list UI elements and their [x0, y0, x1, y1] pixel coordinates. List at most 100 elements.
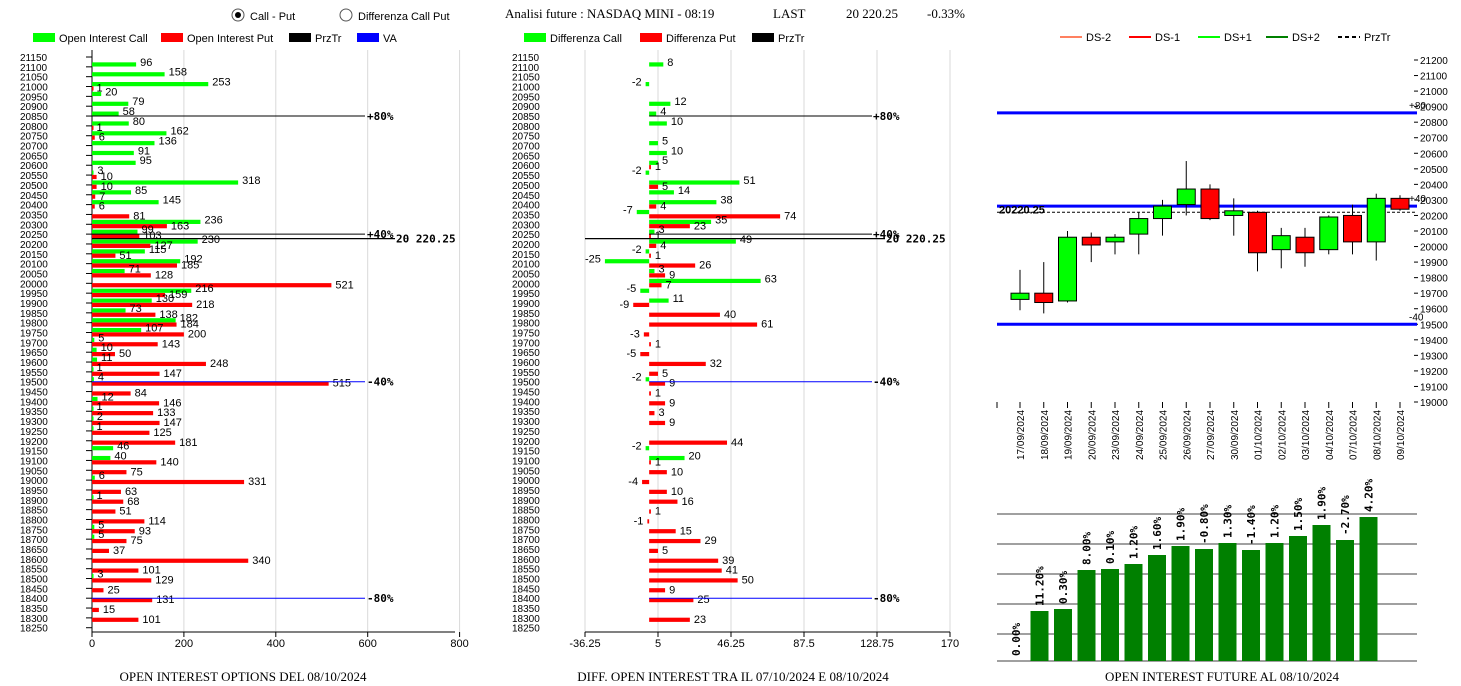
value-label: 3: [658, 407, 664, 419]
value-label: 340: [252, 555, 270, 567]
strike-label: 19100: [20, 456, 48, 467]
value-label: 4: [660, 240, 666, 252]
put-bar: [92, 381, 329, 386]
value-label: 23: [694, 614, 706, 626]
candlestick-chart: DS-2 DS-1 DS+1 DS+2 PrzTr 21200 21100 21000 2090…: [996, 32, 1448, 460]
diff-put-bar: [649, 598, 694, 603]
y-tick-label: 20100: [1420, 227, 1448, 238]
diff-call-bar: [649, 278, 761, 284]
strike-label: 19250: [20, 427, 48, 438]
y-tick-label: 19500: [1420, 320, 1448, 331]
strike-label: 20400: [20, 201, 48, 212]
level-label: -40%: [873, 376, 900, 389]
bar-value-label: 4.20%: [1363, 479, 1376, 512]
diff-put-bar: [649, 381, 666, 386]
value-label: 79: [132, 96, 144, 108]
strike-label: 21100: [512, 63, 540, 74]
put-bar: [92, 548, 110, 553]
level-label: +80%: [367, 110, 394, 123]
put-bar: [92, 411, 154, 416]
value-label: 9: [669, 269, 675, 281]
header-title: Analisi future : NASDAQ MINI - 08:19: [505, 6, 714, 21]
future-oi-bar: [1054, 609, 1072, 661]
value-label: 184: [181, 319, 199, 331]
legend-label: Differenza Put: [666, 33, 736, 45]
date-label: 23/09/2024: [1111, 410, 1122, 460]
strike-label: 18550: [20, 565, 48, 576]
value-label: 1: [96, 421, 102, 433]
bar-value-label: 1.20%: [1128, 526, 1141, 559]
diff-put-bar: [649, 440, 728, 445]
value-label: 1: [655, 230, 661, 242]
radio-differenza[interactable]: Differenza Call Put: [339, 8, 450, 23]
level-label: -40: [1409, 312, 1424, 323]
date-label: 30/09/2024: [1230, 410, 1241, 460]
value-label: 15: [680, 525, 692, 537]
candle-body: [1248, 211, 1267, 254]
strike-label: 18550: [512, 565, 540, 576]
strike-label: 20450: [512, 191, 540, 202]
strike-label: 20500: [512, 181, 540, 192]
put-bar: [92, 568, 139, 573]
diff-put-bar: [649, 411, 655, 416]
value-label: 3: [97, 569, 103, 581]
value-label: 10: [101, 181, 113, 193]
diff-call-bar: [649, 298, 669, 303]
put-bar: [92, 479, 245, 485]
x-tick-label: 800: [450, 638, 468, 650]
strike-label: 20350: [512, 210, 540, 221]
put-bar: [92, 499, 124, 504]
value-label: 10: [671, 116, 683, 128]
value-label: 80: [133, 116, 145, 128]
strike-label: 19300: [20, 417, 48, 428]
strike-label: 18500: [512, 575, 540, 586]
strike-label: 18800: [512, 515, 540, 526]
value-label: 138: [159, 309, 177, 321]
legend-swatch: [33, 33, 55, 42]
put-bar: [92, 470, 127, 475]
value-label: 5: [662, 136, 668, 148]
value-label: 147: [164, 417, 182, 429]
put-bar: [92, 292, 166, 298]
value-label: 4: [660, 201, 666, 213]
candle-body: [1390, 197, 1410, 210]
diff-put-bar: [649, 578, 738, 583]
diff-put-bar: [649, 509, 651, 514]
call-bar: [92, 357, 98, 362]
diff-put-bar: [649, 548, 658, 553]
strike-label: 20800: [20, 122, 48, 133]
value-label: 2: [97, 411, 103, 423]
diff-put-bar: [649, 342, 651, 347]
header-last-value: 20 220.25: [846, 6, 898, 21]
value-label: 99: [141, 224, 153, 236]
value-label: 147: [164, 368, 182, 380]
value-label: 40: [724, 309, 736, 321]
value-label: 25: [107, 584, 119, 596]
put-bar: [92, 371, 160, 376]
x-tick-label: 128.75: [860, 638, 894, 650]
strike-label: 20600: [512, 161, 540, 172]
strike-label: 19200: [512, 437, 540, 448]
future-oi-bar: [1265, 543, 1284, 661]
diff-call-bar: [645, 82, 650, 87]
value-label: 49: [740, 234, 752, 246]
call-bar: [92, 229, 138, 234]
value-label: 1: [96, 122, 102, 134]
strike-label: 19050: [512, 466, 540, 477]
radio-call-put[interactable]: Call - Put: [231, 8, 295, 23]
header-last-label: LAST: [773, 6, 806, 21]
strike-label: 20950: [512, 92, 540, 103]
value-label: 131: [156, 594, 174, 606]
value-label: -3: [630, 329, 640, 341]
put-bar: [92, 194, 96, 199]
put-bar: [92, 440, 176, 445]
value-label: 158: [169, 67, 187, 79]
call-bar: [92, 318, 176, 323]
call-bar: [92, 150, 134, 156]
value-label: 4: [660, 106, 666, 118]
value-label: 318: [242, 175, 260, 187]
diff-call-bar: [649, 455, 685, 461]
strike-label: 19950: [512, 289, 540, 300]
call-bar: [92, 160, 136, 165]
strike-label: 19050: [20, 466, 48, 477]
